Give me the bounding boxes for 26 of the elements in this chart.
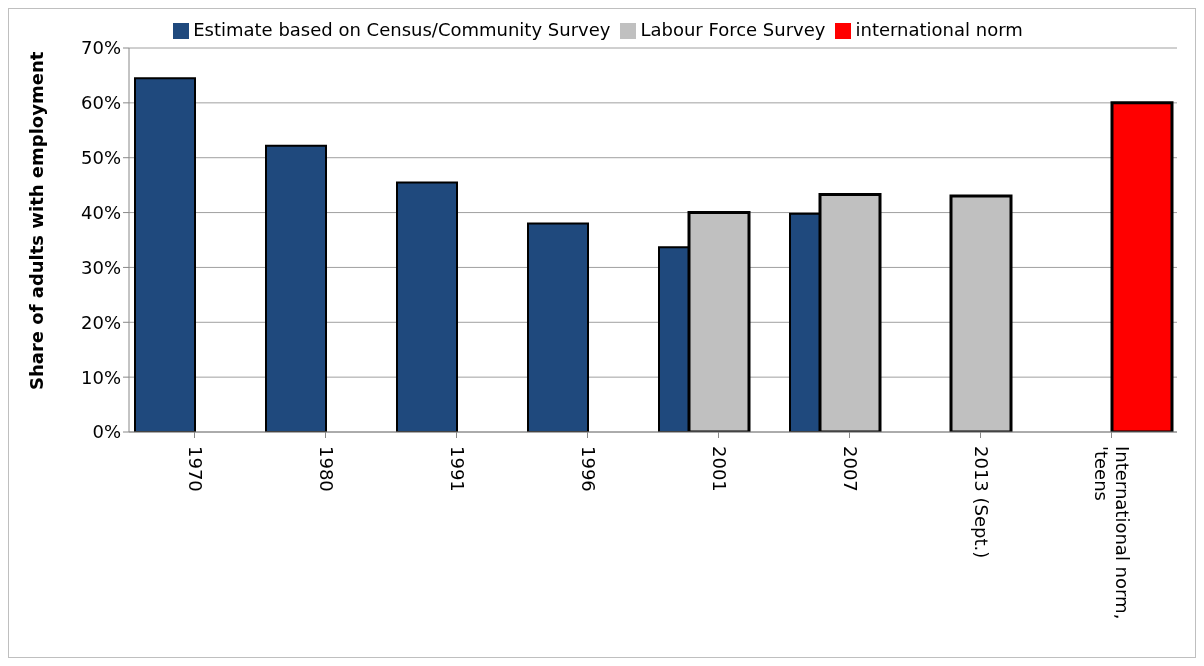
y-tick-label: 0% <box>92 421 121 443</box>
y-tick-label: 30% <box>80 256 121 278</box>
y-tick-label: 10% <box>80 366 121 388</box>
x-tick-label: 1970 <box>184 446 206 492</box>
legend-label: Estimate based on Census/Community Survey <box>193 19 611 40</box>
x-tick-label: 1991 <box>446 446 468 492</box>
y-axis-title: Share of adults with employment <box>26 51 48 390</box>
x-tick-label: 2013 (Sept.) <box>970 446 992 559</box>
bar <box>1110 101 1174 432</box>
x-tick-label: 1980 <box>315 446 337 492</box>
y-tick-label: 20% <box>80 311 121 333</box>
y-tick-label: 60% <box>80 92 121 114</box>
bar <box>949 194 1013 432</box>
bar <box>396 181 458 432</box>
bar <box>265 144 327 432</box>
y-tick-label: 70% <box>80 37 121 59</box>
legend-label: Labour Force Survey <box>640 19 826 40</box>
x-tick-label: 1996 <box>577 446 599 492</box>
x-tick-label: 2001 <box>708 446 730 492</box>
y-tick-label: 50% <box>80 147 121 169</box>
bar <box>527 222 589 432</box>
legend-label: international norm <box>855 19 1023 40</box>
bar <box>134 77 196 432</box>
y-tick-label: 40% <box>80 201 121 223</box>
x-tick-label: International norm, 'teens <box>1090 446 1133 620</box>
x-tick-label: 2007 <box>839 446 861 492</box>
